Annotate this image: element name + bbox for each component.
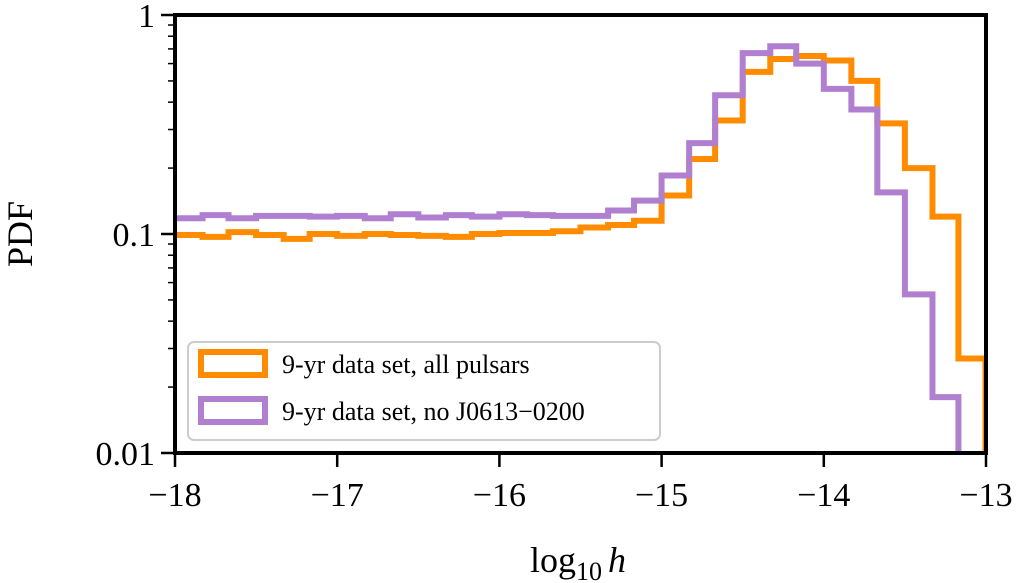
legend-box (187, 341, 661, 441)
y-axis-title: PDF (0, 201, 40, 267)
legend-label-no-j0613: 9-yr data set, no J0613−0200 (282, 397, 585, 426)
y-tick-label: 0.01 (96, 436, 156, 473)
x-tick-label: −18 (148, 477, 201, 514)
legend-label-all-pulsars: 9-yr data set, all pulsars (282, 350, 530, 379)
x-axis: −18 −17 −16 −15 −14 −13 (148, 453, 1013, 514)
x-axis-title-log: log (530, 540, 576, 580)
legend-swatch-all-pulsars (198, 349, 268, 378)
x-tick-label: −13 (959, 477, 1012, 514)
x-tick-label: −14 (797, 477, 850, 514)
x-axis-title-subscript: 10 (576, 557, 602, 583)
y-tick-label: 0.1 (113, 217, 156, 254)
x-tick-label: −17 (311, 477, 364, 514)
y-axis: 0.01 0.1 1 (96, 0, 175, 473)
x-axis-title-variable: h (608, 540, 626, 580)
legend: 9-yr data set, all pulsars 9-yr data set… (187, 341, 661, 441)
x-axis-title: log10 h (530, 540, 626, 583)
series-line-1 (175, 43, 962, 453)
series-layer (175, 43, 986, 453)
y-tick-label: 1 (138, 0, 155, 35)
series-line-0 (175, 52, 986, 453)
legend-swatch-no-j0613 (198, 396, 268, 425)
x-tick-label: −16 (473, 477, 526, 514)
x-tick-label: −15 (635, 477, 688, 514)
